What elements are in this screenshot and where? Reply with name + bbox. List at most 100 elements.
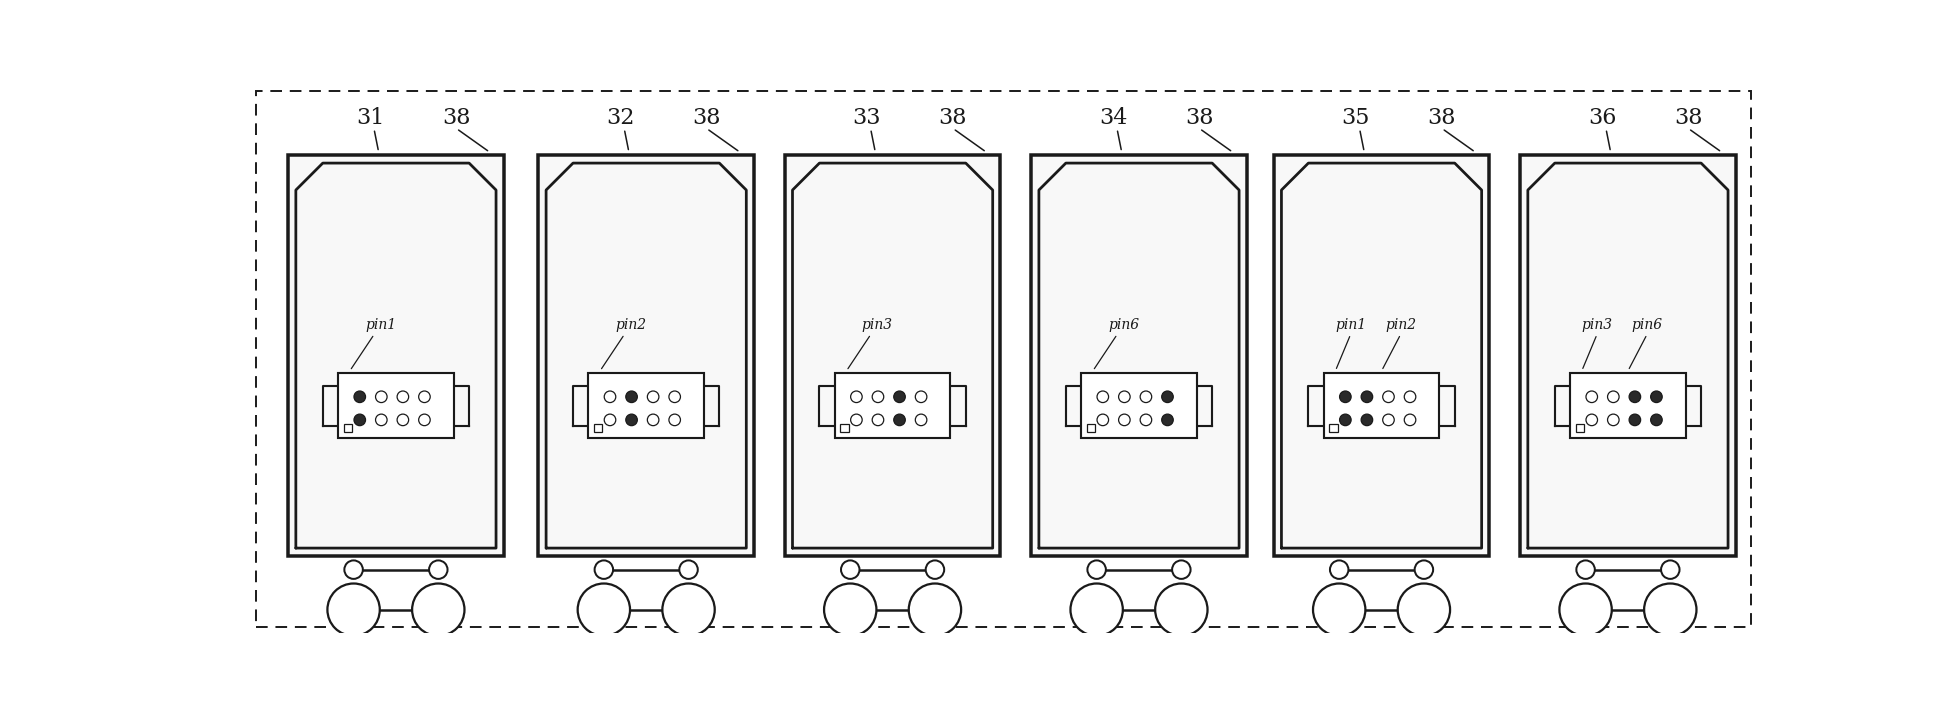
Bar [1086,424,1094,432]
Circle shape [1575,560,1595,579]
Circle shape [1585,414,1597,426]
Circle shape [1161,414,1172,426]
Circle shape [626,414,638,426]
Circle shape [1339,391,1350,402]
Text: 38: 38 [1427,107,1456,129]
Circle shape [1660,560,1679,579]
Bar [1575,424,1583,432]
Circle shape [1585,391,1597,402]
Circle shape [1628,391,1640,402]
Circle shape [1628,414,1640,426]
Circle shape [926,560,943,579]
Circle shape [327,584,380,636]
Bar [840,424,847,432]
Circle shape [1382,391,1393,402]
Bar [342,424,352,432]
Text: 38: 38 [937,107,967,129]
Circle shape [397,414,409,426]
Circle shape [1070,584,1121,636]
Circle shape [1397,584,1450,636]
Bar [1031,156,1247,556]
Bar [589,373,705,439]
Circle shape [1086,560,1106,579]
Circle shape [397,391,409,402]
Circle shape [871,414,883,426]
Bar [1570,373,1685,439]
Bar [1274,156,1489,556]
Circle shape [595,560,613,579]
Circle shape [354,414,366,426]
Circle shape [1313,584,1364,636]
Circle shape [908,584,961,636]
Circle shape [1139,391,1151,402]
Circle shape [1155,584,1207,636]
Circle shape [577,584,630,636]
Circle shape [1360,391,1372,402]
Circle shape [892,414,904,426]
Circle shape [605,391,614,402]
Text: pin2: pin2 [614,318,646,332]
Bar [1329,424,1337,432]
Circle shape [1650,414,1661,426]
Circle shape [1139,414,1151,426]
Bar [1080,373,1196,439]
Bar [339,373,454,439]
Text: pin2: pin2 [1384,318,1415,332]
Circle shape [1650,391,1661,402]
Circle shape [824,584,877,636]
Circle shape [419,391,431,402]
Circle shape [871,391,883,402]
Bar [1323,373,1438,439]
Circle shape [1117,391,1129,402]
Text: pin6: pin6 [1108,318,1139,332]
Circle shape [679,560,697,579]
Circle shape [1339,414,1350,426]
Bar [288,156,503,556]
Bar [593,424,603,432]
Circle shape [1329,560,1348,579]
Text: pin3: pin3 [1581,318,1613,332]
Circle shape [376,391,387,402]
Text: 34: 34 [1098,107,1127,129]
Text: 38: 38 [1673,107,1703,129]
Circle shape [648,414,660,426]
Circle shape [1382,414,1393,426]
Circle shape [661,584,714,636]
Circle shape [849,414,861,426]
Circle shape [914,391,926,402]
Bar [1519,156,1734,556]
Circle shape [1558,584,1611,636]
Circle shape [1607,414,1618,426]
Text: pin3: pin3 [861,318,892,332]
Circle shape [1360,414,1372,426]
Circle shape [1403,391,1415,402]
Circle shape [1096,414,1108,426]
Text: 33: 33 [851,107,881,129]
Text: 38: 38 [693,107,720,129]
Text: 38: 38 [1184,107,1213,129]
Circle shape [669,414,681,426]
Circle shape [626,391,638,402]
Circle shape [892,391,904,402]
Circle shape [914,414,926,426]
Text: 36: 36 [1587,107,1615,129]
Bar [538,156,753,556]
Circle shape [1403,414,1415,426]
Circle shape [1607,391,1618,402]
Circle shape [1413,560,1433,579]
Text: pin1: pin1 [1335,318,1366,332]
Text: 31: 31 [356,107,384,129]
Circle shape [376,414,387,426]
Circle shape [1172,560,1190,579]
Circle shape [648,391,660,402]
Text: pin6: pin6 [1630,318,1661,332]
Circle shape [842,560,859,579]
Text: 35: 35 [1341,107,1370,129]
Circle shape [1096,391,1108,402]
Circle shape [849,391,861,402]
Circle shape [429,560,448,579]
Text: 32: 32 [607,107,634,129]
Circle shape [1644,584,1695,636]
Bar [834,373,949,439]
Circle shape [1161,391,1172,402]
